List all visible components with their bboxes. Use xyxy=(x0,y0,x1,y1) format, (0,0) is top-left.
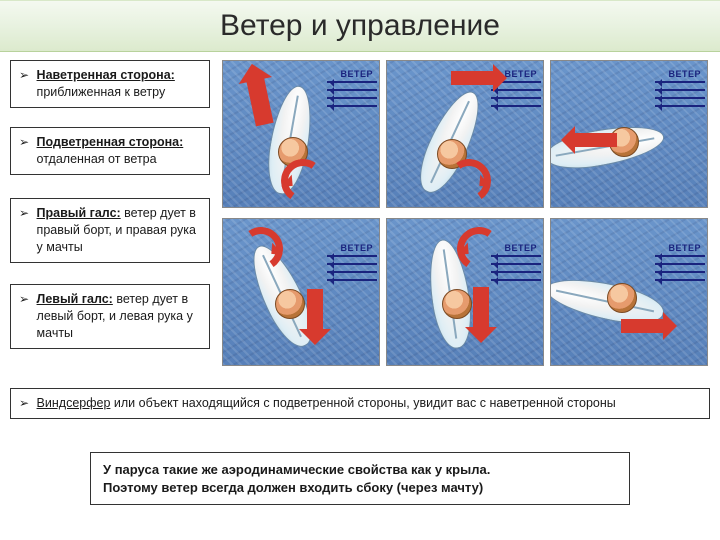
title-bar: Ветер и управление xyxy=(0,0,720,52)
diagram-panel-3: ВЕТЕР xyxy=(550,60,708,208)
diagram-panel-1: ВЕТЕР xyxy=(222,60,380,208)
wind-arrows-icon xyxy=(655,255,705,281)
bullet-marker-icon: ➢ xyxy=(19,205,29,221)
wind-label: ВЕТЕР xyxy=(504,243,537,253)
maneuver-arrow-icon xyxy=(621,319,663,333)
bullet-leeward: ➢ Подветренная сторона: отдаленная от ве… xyxy=(10,127,210,175)
bullet-text: Наветренная сторона: приближенная к ветр… xyxy=(37,67,201,101)
diagram-panel-2: ВЕТЕР xyxy=(386,60,544,208)
wind-arrows-icon xyxy=(327,255,377,281)
bullet-visibility: ➢ Виндсерфер или объект находящийся с по… xyxy=(10,388,710,419)
wind-label: ВЕТЕР xyxy=(340,69,373,79)
bullet-text: Виндсерфер или объект находящийся с подв… xyxy=(37,395,699,412)
maneuver-arrow-icon xyxy=(307,289,323,331)
content-area: ➢ Наветренная сторона: приближенная к ве… xyxy=(0,52,720,540)
footer-line-2: Поэтому ветер всегда должен входить сбок… xyxy=(103,479,617,497)
bullet-windward: ➢ Наветренная сторона: приближенная к ве… xyxy=(10,60,210,108)
surfer-icon xyxy=(275,289,305,319)
wind-label: ВЕТЕР xyxy=(504,69,537,79)
footer-line-1: У паруса такие же аэродинамические свойс… xyxy=(103,461,617,479)
bullet-port: ➢ Левый галс: ветер дует в левый борт, и… xyxy=(10,284,210,349)
wind-arrows-icon xyxy=(655,81,705,107)
bullet-marker-icon: ➢ xyxy=(19,395,29,411)
bullet-text: Подветренная сторона: отдаленная от ветр… xyxy=(37,134,201,168)
bullet-marker-icon: ➢ xyxy=(19,134,29,150)
bullet-marker-icon: ➢ xyxy=(19,291,29,307)
page-title: Ветер и управление xyxy=(220,9,500,43)
diagram-panel-6: ВЕТЕР xyxy=(550,218,708,366)
bullet-text: Правый галс: ветер дует в правый борт, и… xyxy=(37,205,201,256)
surfer-icon xyxy=(607,283,637,313)
maneuver-arrow-icon xyxy=(473,287,489,329)
maneuver-arrow-icon xyxy=(575,133,617,147)
diagram-panel-5: ВЕТЕР xyxy=(386,218,544,366)
bullet-text: Левый галс: ветер дует в левый борт, и л… xyxy=(37,291,201,342)
footer-note: У паруса такие же аэродинамические свойс… xyxy=(90,452,630,505)
bullet-marker-icon: ➢ xyxy=(19,67,29,83)
maneuver-arrow-icon xyxy=(451,71,493,85)
maneuver-arrow-icon xyxy=(246,78,273,127)
bullet-starboard: ➢ Правый галс: ветер дует в правый борт,… xyxy=(10,198,210,263)
wind-label: ВЕТЕР xyxy=(340,243,373,253)
diagram-panel-4: ВЕТЕР xyxy=(222,218,380,366)
wind-arrows-icon xyxy=(327,81,377,107)
wind-label: ВЕТЕР xyxy=(668,243,701,253)
wind-label: ВЕТЕР xyxy=(668,69,701,79)
surfer-icon xyxy=(442,289,472,319)
